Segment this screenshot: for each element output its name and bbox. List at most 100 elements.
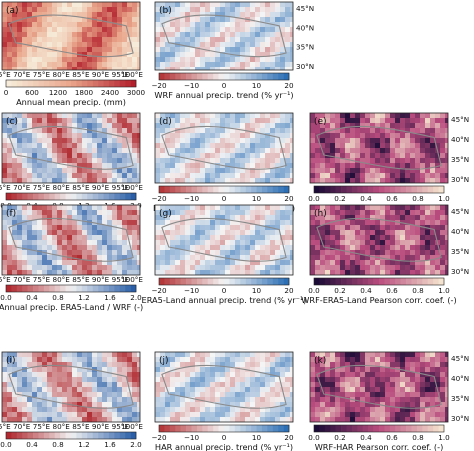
map-cell (355, 178, 360, 183)
map-cell (107, 235, 112, 240)
map-cell (345, 163, 350, 168)
map-cell (420, 178, 425, 183)
colorbar-segment (180, 186, 187, 193)
map-cell (117, 178, 122, 183)
map-cell (22, 382, 27, 387)
map-cell (280, 173, 285, 178)
map-cell (340, 210, 345, 215)
map-cell (335, 372, 340, 377)
map-cell (365, 240, 370, 245)
colorbar-segment (324, 186, 331, 193)
map-cell (220, 407, 225, 412)
map-cell (62, 148, 67, 153)
map-cell (205, 173, 210, 178)
map-cell (2, 17, 7, 22)
map-cell (250, 250, 255, 255)
map-cell (280, 138, 285, 143)
map-cell (235, 143, 240, 148)
map-cell (240, 118, 245, 123)
map-cell (270, 37, 275, 42)
map-cell (155, 245, 160, 250)
map-cell (62, 17, 67, 22)
map-cell (92, 128, 97, 133)
map-cell (117, 138, 122, 143)
colorbar-segment (213, 425, 219, 432)
colorbar-segment (130, 285, 137, 292)
map-cell (355, 220, 360, 225)
colorbar-segment (406, 425, 412, 432)
map-cell (195, 205, 200, 210)
map-cell (97, 377, 102, 382)
map-cell (92, 2, 97, 7)
map-cell (315, 153, 320, 158)
map-cell (200, 402, 205, 407)
map-cell (175, 357, 180, 362)
map-cell (365, 372, 370, 377)
map-cell (440, 133, 445, 138)
map-cell (27, 138, 32, 143)
map-cell (107, 42, 112, 47)
map-cell (107, 215, 112, 220)
map-cell (17, 265, 22, 270)
map-cell (190, 205, 195, 210)
map-cell (82, 148, 87, 153)
map-cell (285, 133, 290, 138)
map-cell (260, 230, 265, 235)
map-cell (97, 357, 102, 362)
map-cell (405, 230, 410, 235)
map-cell (42, 382, 47, 387)
map-cell (280, 357, 285, 362)
map-cell (240, 362, 245, 367)
map-cell (62, 387, 67, 392)
map-cell (340, 205, 345, 210)
map-cell (190, 387, 195, 392)
map-cell (375, 412, 380, 417)
colorbar-segment (27, 285, 34, 292)
map-cell (82, 225, 87, 230)
colorbar-segment (186, 186, 192, 193)
map-cell (350, 357, 355, 362)
map-cell (235, 52, 240, 57)
map-cell (285, 352, 290, 357)
map-cell (240, 133, 245, 138)
map-cell (77, 402, 82, 407)
map-cell (102, 255, 107, 260)
map-cell (62, 367, 67, 372)
map-cell (425, 158, 430, 163)
map-cell (375, 210, 380, 215)
colorbar-segment (22, 80, 28, 87)
map-cell (117, 42, 122, 47)
map-cell (400, 260, 405, 265)
map-cell (52, 250, 57, 255)
map-cell (137, 225, 140, 230)
map-cell (7, 32, 12, 37)
map-cell (230, 362, 235, 367)
map-cell (270, 27, 275, 32)
map-cell (290, 265, 293, 270)
map-cell (400, 377, 405, 382)
map-cell (225, 417, 230, 422)
map-cell (122, 352, 127, 357)
map-cell (380, 215, 385, 220)
map-cell (87, 260, 92, 265)
colorbar-segment (272, 278, 279, 285)
map-cell (210, 362, 215, 367)
map-cell (445, 245, 448, 250)
map-cell (7, 230, 12, 235)
colorbar-segment (261, 278, 268, 285)
map-cell (12, 153, 17, 158)
map-cell (87, 7, 92, 12)
map-cell (132, 352, 137, 357)
map-cell (205, 57, 210, 62)
map-cell (440, 128, 445, 133)
map-cell (175, 235, 180, 240)
map-cell (205, 163, 210, 168)
map-cell (250, 42, 255, 47)
map-cell (52, 148, 57, 153)
map-cell (415, 392, 420, 397)
map-cell (440, 412, 445, 417)
map-cell (200, 27, 205, 32)
map-cell (7, 168, 12, 173)
map-cell (180, 397, 185, 402)
